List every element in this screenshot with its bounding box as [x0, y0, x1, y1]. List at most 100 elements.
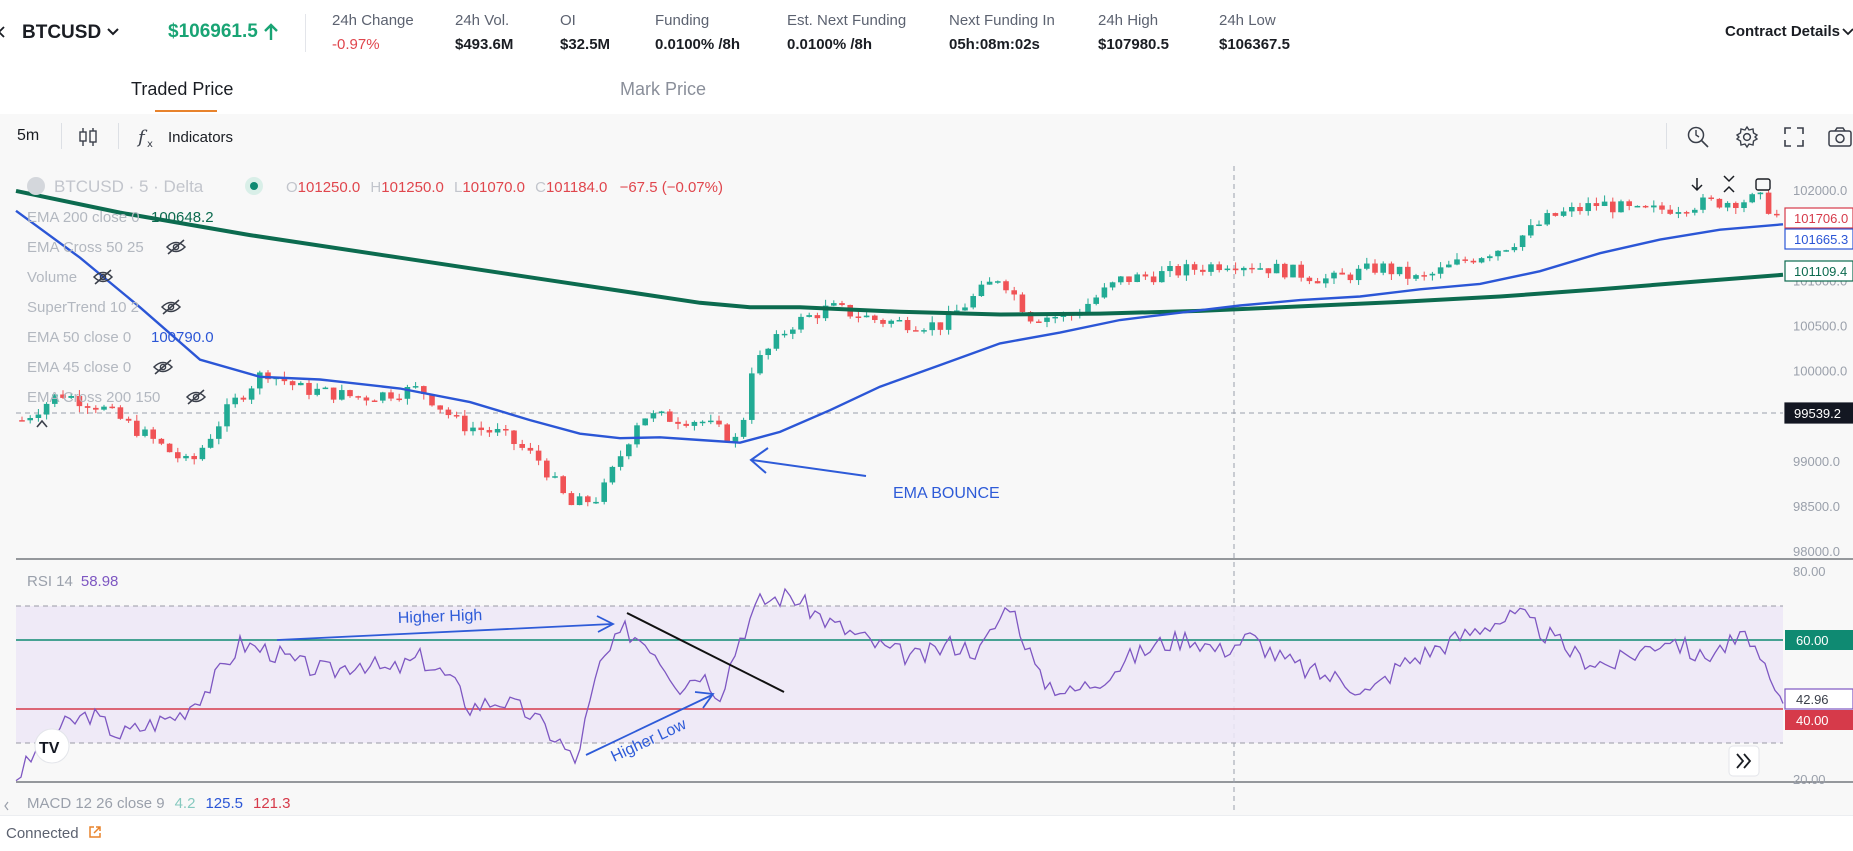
settings-icon[interactable] [1735, 125, 1759, 149]
alert-icon[interactable] [1686, 125, 1710, 149]
eye-off-icon[interactable] [160, 299, 182, 315]
chevron-left-icon[interactable] [0, 26, 6, 38]
price-type-tabs: Traded Price Mark Price [0, 68, 1853, 114]
candle [1134, 272, 1140, 283]
expand-panel-icon[interactable] [1728, 745, 1760, 777]
tab-traded-price[interactable]: Traded Price [131, 79, 234, 99]
camera-icon[interactable] [1827, 126, 1853, 148]
eye-off-icon[interactable] [152, 359, 174, 375]
candle [872, 314, 878, 324]
higher-high-label[interactable]: Higher High [398, 607, 483, 627]
price-tick: 100500.0 [1793, 318, 1847, 333]
indicators-button[interactable]: Indicators [168, 129, 234, 146]
candle [1519, 234, 1526, 251]
candle [1126, 276, 1132, 285]
eye-off-icon[interactable] [92, 269, 114, 285]
external-link-icon[interactable] [88, 825, 102, 839]
stat-label: 24h Vol. [455, 12, 510, 29]
rsi-line[interactable] [15, 587, 1784, 782]
candle [954, 304, 960, 312]
candle [1364, 257, 1370, 271]
indicator-legend-item[interactable]: EMA 200 close 0 100648.2 [27, 209, 214, 226]
candle [27, 415, 33, 424]
candle [1241, 266, 1247, 277]
higher-low-arrow[interactable] [585, 691, 715, 756]
eye-off-icon[interactable] [165, 239, 187, 255]
candle [757, 350, 763, 376]
market-status-dot [250, 182, 258, 190]
chart-area[interactable]: EMA BOUNCE Higher High Higher Low BTCUSD… [0, 160, 1853, 815]
svg-text:x: x [147, 139, 153, 149]
indicator-legend-item[interactable]: EMA Cross 200 150 [27, 389, 207, 406]
chevron-left-icon[interactable] [4, 801, 9, 811]
stat-label: 24h High [1098, 12, 1159, 29]
price-chart[interactable]: EMA BOUNCE Higher High Higher Low BTCUSD… [0, 160, 1853, 815]
indicator-legend-item[interactable]: SuperTrend 10 2 [27, 299, 182, 316]
chevron-down-icon[interactable] [106, 26, 120, 38]
chevron-down-icon[interactable] [1842, 27, 1853, 37]
legend-collapse-icon[interactable] [36, 419, 48, 428]
candle [445, 407, 452, 419]
candle [921, 328, 927, 334]
candle [667, 409, 673, 423]
ema-bounce-label[interactable]: EMA BOUNCE [893, 485, 1000, 502]
legend-ohlc: O101250.0 H101250.0 L101070.0 C101184.0 … [286, 179, 723, 196]
candle [1347, 272, 1354, 284]
toolbar-divider [118, 123, 119, 149]
candle [831, 300, 837, 307]
fullscreen-icon[interactable] [1783, 126, 1805, 148]
candle [568, 491, 575, 506]
contract-details-button[interactable]: Contract Details [1725, 23, 1841, 40]
candle [1036, 319, 1042, 323]
interval-selector[interactable]: 5m [17, 127, 40, 144]
candle-type-icon[interactable] [78, 126, 98, 148]
tradingview-logo[interactable]: TV [34, 728, 70, 764]
candle [1191, 261, 1198, 275]
tab-mark-price[interactable]: Mark Price [620, 79, 707, 99]
candle [1626, 199, 1632, 211]
candle [1544, 209, 1550, 227]
ema-bounce-arrow[interactable] [749, 447, 867, 477]
ema-50-line[interactable] [15, 209, 1784, 444]
indicator-legend-item[interactable]: EMA Cross 50 25 [27, 239, 187, 256]
stat-value: 05h:08m:02s [949, 36, 1040, 53]
candle [404, 384, 411, 405]
candle [896, 316, 903, 322]
candle [1019, 292, 1026, 313]
candle [158, 438, 165, 446]
eye-off-icon[interactable] [185, 389, 207, 405]
stat-value: $106367.5 [1219, 36, 1290, 53]
macd-label: MACD 12 26 close 9 [27, 795, 165, 812]
maximize-pane-icon[interactable] [1755, 178, 1771, 191]
price-axis[interactable]: 102000.0101500.0101000.0100500.0100000.0… [1793, 183, 1847, 559]
candle [1159, 266, 1165, 283]
candle [503, 424, 509, 436]
candle [68, 392, 74, 400]
indicator-legend-item[interactable]: EMA 50 close 0 100790.0 [27, 329, 214, 346]
candle [880, 318, 886, 328]
ema-200-line[interactable] [15, 188, 1784, 317]
candle [609, 465, 616, 485]
candle [437, 405, 443, 414]
indicator-legend-item[interactable]: Volume [27, 269, 114, 286]
collapse-icon[interactable] [1723, 175, 1735, 193]
rsi-tick-80: 80.00 [1793, 564, 1826, 579]
rsi-trendline[interactable] [626, 612, 785, 693]
indicator-legend-item[interactable]: EMA 45 close 0 [27, 359, 174, 376]
candle [478, 421, 484, 436]
candle [117, 405, 124, 420]
function-icon[interactable]: f x [136, 125, 158, 149]
candle [347, 389, 353, 398]
symbol-selector[interactable]: BTCUSD [22, 22, 102, 43]
candle [749, 367, 755, 424]
candle [1101, 283, 1108, 299]
candle [248, 385, 255, 404]
candle [708, 414, 714, 425]
higher-high-arrow[interactable] [276, 615, 615, 641]
stat-24h-low: 24h Low $106367.5 [1219, 12, 1290, 53]
candle [1003, 279, 1009, 294]
scroll-down-icon[interactable] [1691, 178, 1703, 192]
last-price: $106961.5 [168, 21, 258, 42]
macd-hist: 4.2 [175, 795, 196, 812]
candle [1183, 259, 1190, 281]
